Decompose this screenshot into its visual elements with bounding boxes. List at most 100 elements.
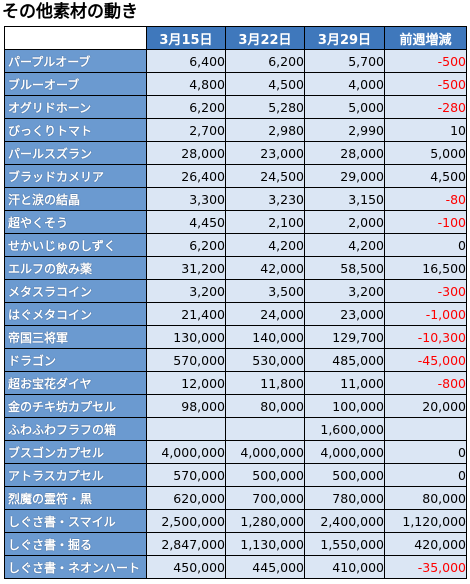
change-cell: -45,000 [384, 348, 467, 372]
price-cell-date-2: 3,500 [225, 279, 305, 303]
price-cell-date-2 [225, 417, 305, 441]
change-cell: 80,000 [384, 486, 467, 510]
table-row: しぐさ書・ネオンハート 450,000 445,000 410,000 -35,000 [4, 555, 467, 579]
item-name-cell: パールスズラン [4, 141, 147, 165]
price-cell-date-3: 5,700 [304, 49, 385, 73]
item-name-cell: 烈魔の霊符・黒 [4, 486, 147, 510]
price-cell-date-3: 3,200 [304, 279, 385, 303]
table-row: メタスラコイン 3,200 3,500 3,200 -300 [4, 279, 467, 303]
table-row: ドラゴン 570,000 530,000 485,000 -45,000 [4, 348, 467, 372]
price-cell-date-3: 3,150 [304, 187, 385, 211]
corner-cell [4, 26, 147, 50]
change-cell: -280 [384, 95, 467, 119]
price-cell-date-3: 4,000,000 [304, 440, 385, 464]
price-cell-date-2: 42,000 [225, 256, 305, 280]
table-row: パールスズラン 28,000 23,000 28,000 5,000 [4, 141, 467, 165]
table-row: アトラスカプセル 570,000 500,000 500,000 0 [4, 463, 467, 487]
change-cell: 1,120,000 [384, 509, 467, 533]
price-cell-date-1: 3,200 [146, 279, 226, 303]
item-name-cell: はぐメタコイン [4, 302, 147, 326]
price-cell-date-3: 500,000 [304, 463, 385, 487]
price-table: 3月15日 3月22日 3月29日 前週増減 パープルオーブ 6,400 6,200… [4, 26, 467, 579]
price-cell-date-2: 445,000 [225, 555, 305, 579]
price-cell-date-1: 450,000 [146, 555, 226, 579]
price-cell-date-3: 780,000 [304, 486, 385, 510]
item-name-cell: ドラゴン [4, 348, 147, 372]
header-row: 3月15日 3月22日 3月29日 前週増減 [4, 26, 467, 50]
price-cell-date-3: 1,600,000 [304, 417, 385, 441]
table-row: 超お宝花ダイヤ 12,000 11,800 11,000 -800 [4, 371, 467, 395]
column-header-date-2: 3月22日 [225, 26, 305, 50]
price-cell-date-3: 410,000 [304, 555, 385, 579]
price-cell-date-3: 11,000 [304, 371, 385, 395]
item-name-cell: 帝国三将軍 [4, 325, 147, 349]
price-cell-date-2: 80,000 [225, 394, 305, 418]
price-cell-date-3: 5,000 [304, 95, 385, 119]
change-cell: -500 [384, 49, 467, 73]
table-row: 金のチキ坊カプセル 98,000 80,000 100,000 20,000 [4, 394, 467, 418]
item-name-cell: しぐさ書・ネオンハート [4, 555, 147, 579]
price-cell-date-2: 140,000 [225, 325, 305, 349]
price-cell-date-3: 58,500 [304, 256, 385, 280]
price-cell-date-1: 31,200 [146, 256, 226, 280]
table-row: 帝国三将軍 130,000 140,000 129,700 -10,300 [4, 325, 467, 349]
item-name-cell: 超やくそう [4, 210, 147, 234]
price-cell-date-1: 4,800 [146, 72, 226, 96]
price-cell-date-2: 700,000 [225, 486, 305, 510]
price-cell-date-2: 2,980 [225, 118, 305, 142]
change-cell: 0 [384, 440, 467, 464]
price-cell-date-2: 5,280 [225, 95, 305, 119]
change-cell: -100 [384, 210, 467, 234]
price-cell-date-1: 620,000 [146, 486, 226, 510]
change-cell: 0 [384, 233, 467, 257]
price-cell-date-3: 100,000 [304, 394, 385, 418]
table-row: びっくりトマト 2,700 2,980 2,990 10 [4, 118, 467, 142]
item-name-cell: ブスゴンカプセル [4, 440, 147, 464]
table-row: オグリドホーン 6,200 5,280 5,000 -280 [4, 95, 467, 119]
price-cell-date-1: 26,400 [146, 164, 226, 188]
price-cell-date-1: 6,200 [146, 233, 226, 257]
price-cell-date-3: 129,700 [304, 325, 385, 349]
price-cell-date-2: 530,000 [225, 348, 305, 372]
page-title: その他素材の動き [2, 2, 138, 22]
price-cell-date-1: 2,700 [146, 118, 226, 142]
price-cell-date-3: 29,000 [304, 164, 385, 188]
change-cell: -1,000 [384, 302, 467, 326]
change-cell: 5,000 [384, 141, 467, 165]
price-cell-date-1: 3,300 [146, 187, 226, 211]
price-cell-date-2: 1,130,000 [225, 532, 305, 556]
item-name-cell: ブラッドカメリア [4, 164, 147, 188]
change-cell: -35,000 [384, 555, 467, 579]
price-cell-date-1: 28,000 [146, 141, 226, 165]
price-cell-date-2: 24,000 [225, 302, 305, 326]
change-cell: 0 [384, 463, 467, 487]
price-cell-date-2: 3,230 [225, 187, 305, 211]
price-cell-date-2: 500,000 [225, 463, 305, 487]
item-name-cell: 金のチキ坊カプセル [4, 394, 147, 418]
price-cell-date-3: 485,000 [304, 348, 385, 372]
item-name-cell: メタスラコイン [4, 279, 147, 303]
table-row: ブスゴンカプセル 4,000,000 4,000,000 4,000,000 0 [4, 440, 467, 464]
table-row: 烈魔の霊符・黒 620,000 700,000 780,000 80,000 [4, 486, 467, 510]
item-name-cell: ふわふわフラフの箱 [4, 417, 147, 441]
price-cell-date-3: 28,000 [304, 141, 385, 165]
item-name-cell: 超お宝花ダイヤ [4, 371, 147, 395]
price-cell-date-1: 98,000 [146, 394, 226, 418]
item-name-cell: せかいじゅのしずく [4, 233, 147, 257]
price-cell-date-3: 2,990 [304, 118, 385, 142]
change-cell: 420,000 [384, 532, 467, 556]
price-cell-date-1: 21,400 [146, 302, 226, 326]
price-cell-date-2: 4,500 [225, 72, 305, 96]
item-name-cell: オグリドホーン [4, 95, 147, 119]
change-cell: -500 [384, 72, 467, 96]
table-row: しぐさ書・スマイル 2,500,000 1,280,000 2,400,000 1,12… [4, 509, 467, 533]
change-cell: -800 [384, 371, 467, 395]
change-cell: 4,500 [384, 164, 467, 188]
change-cell: -80 [384, 187, 467, 211]
item-name-cell: しぐさ書・掘る [4, 532, 147, 556]
price-cell-date-1: 570,000 [146, 463, 226, 487]
price-cell-date-3: 4,200 [304, 233, 385, 257]
price-cell-date-3: 2,400,000 [304, 509, 385, 533]
table-row: パープルオーブ 6,400 6,200 5,700 -500 [4, 49, 467, 73]
price-cell-date-2: 4,000,000 [225, 440, 305, 464]
